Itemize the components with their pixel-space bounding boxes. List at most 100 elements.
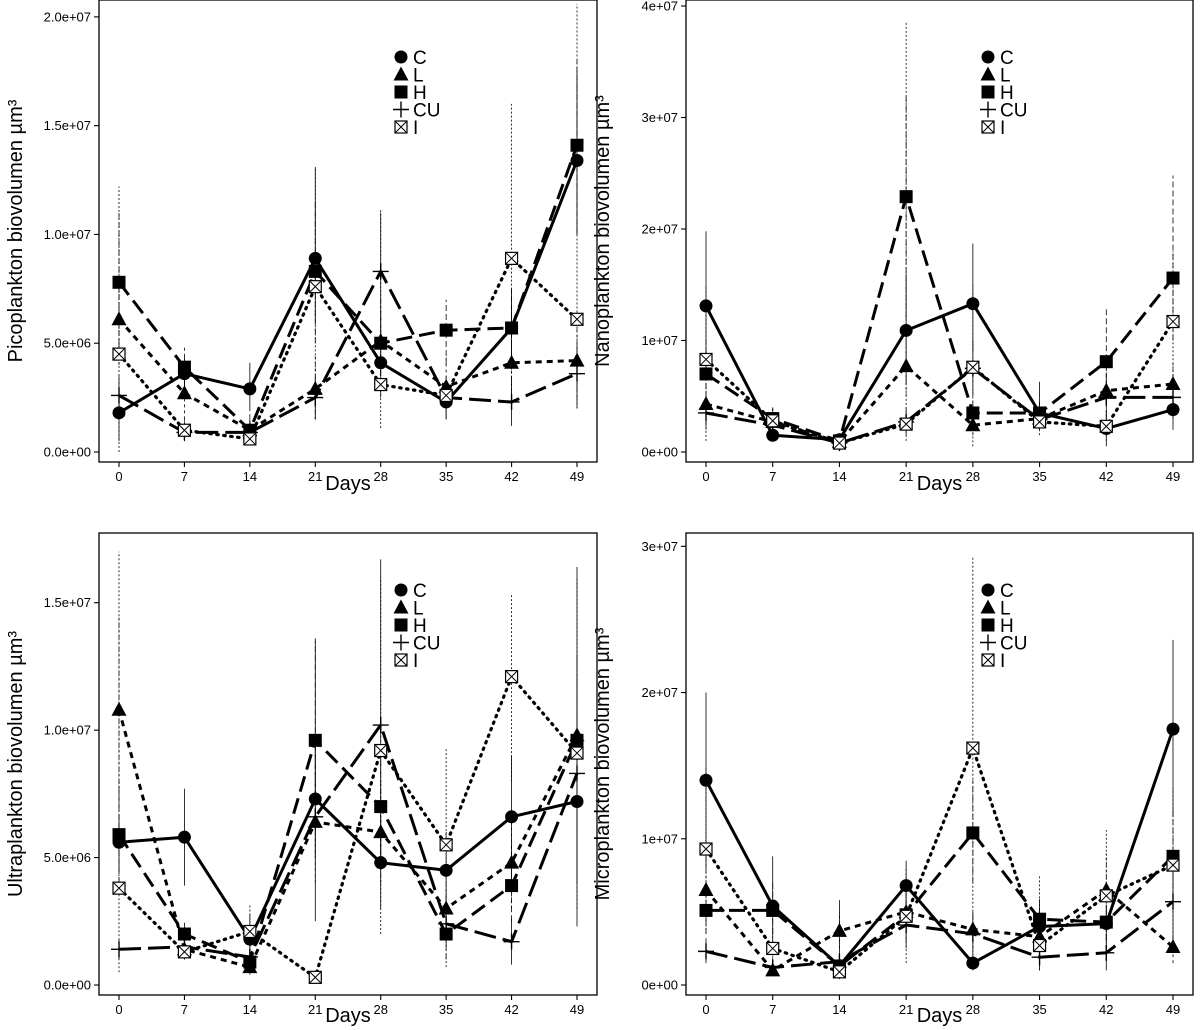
data-layer: [111, 3, 585, 452]
y-tick-label: 0e+00: [641, 978, 678, 993]
x-tick-label: 35: [1032, 469, 1046, 484]
x-tick-label: 7: [769, 469, 776, 484]
legend-label: L: [1000, 66, 1011, 87]
legend-key-CU: [393, 634, 409, 651]
chart-panel-1: 0.0e+00 5.0e+06 1.0e+07 1.5e+07 2.0e+07 0 7 14 2…: [5, 0, 598, 495]
y-tick-label: 1.5e+07: [44, 595, 91, 610]
data-point: [177, 423, 192, 437]
data-point: [1033, 912, 1047, 926]
legend-label: CU: [1000, 101, 1027, 122]
series-H: [112, 640, 584, 973]
x-tick-label: 7: [769, 1002, 776, 1017]
x-tick-label: 7: [181, 469, 188, 484]
y-axis-title: Nanoplankton biovolumen µm³: [592, 95, 614, 367]
x-axis-title: Days: [325, 473, 371, 495]
data-point: [570, 312, 584, 326]
data-point: [112, 347, 126, 361]
x-tick-label: 14: [243, 1002, 257, 1017]
series-line-I: [704, 746, 1175, 974]
series-line-CU: [118, 269, 578, 434]
data-point: [1032, 938, 1047, 953]
data-layer: [698, 556, 1181, 980]
data-layer: [111, 551, 585, 984]
y-tick-label: 2.0e+07: [44, 9, 91, 24]
legend-label: CU: [413, 101, 440, 122]
y-tick-label: 5.0e+06: [44, 336, 91, 351]
data-point: [966, 826, 980, 840]
data-point: [699, 299, 713, 313]
data-point: [1099, 889, 1113, 903]
series-C: [112, 679, 584, 960]
legend-key-C: [981, 583, 995, 597]
data-point: [176, 385, 192, 400]
data-point: [308, 264, 322, 278]
legend-key-L: [980, 599, 996, 614]
legend-label: C: [1000, 581, 1014, 602]
x-tick-label: 42: [1099, 469, 1113, 484]
x-tick-label: 42: [1099, 1002, 1113, 1017]
legend-key-CU: [980, 101, 996, 118]
data-point: [766, 903, 780, 917]
legend-label: C: [413, 48, 427, 69]
legend-key-C: [394, 583, 408, 597]
legend-key-H: [394, 85, 408, 99]
data-layer: [698, 22, 1181, 452]
data-point: [112, 881, 126, 895]
x-tick-label: 7: [181, 1002, 188, 1017]
data-point: [966, 741, 980, 755]
x-tick-label: 21: [899, 1002, 913, 1017]
legend-label: L: [1000, 599, 1011, 620]
y-tick-label: 2e+07: [641, 685, 678, 700]
x-tick-label: 0: [702, 1002, 709, 1017]
data-point: [832, 965, 847, 979]
data-point: [570, 746, 584, 760]
x-tick-label: 49: [570, 469, 584, 484]
data-point: [899, 417, 913, 431]
series-I: [699, 556, 1180, 980]
x-tick-label: 0: [115, 1002, 122, 1017]
data-point: [766, 414, 780, 428]
data-point: [243, 432, 257, 446]
y-axis-title: Ultraplankton biovolumen µm³: [5, 631, 27, 897]
series-L: [111, 615, 585, 975]
legend-label: H: [1000, 616, 1014, 637]
legend-key-I: [394, 653, 408, 667]
y-tick-label: 1.0e+07: [44, 227, 91, 242]
series-line-CU: [705, 900, 1174, 969]
data-point: [505, 879, 519, 893]
y-axis-title: Picoplankton biovolumen µm³: [5, 99, 27, 362]
data-point: [966, 297, 980, 311]
legend-key-L: [393, 66, 409, 81]
y-tick-label: 0.0e+00: [44, 978, 91, 993]
data-point: [1032, 415, 1047, 429]
legend-key-C: [394, 50, 408, 64]
x-tick-label: 35: [439, 469, 453, 484]
chart-panel-4: 0e+00 1e+07 2e+07 3e+07 0 7 14 21 28 35 42 49 Days Mi…: [592, 532, 1194, 1027]
legend-key-I: [981, 653, 995, 667]
legend-key-C: [981, 50, 995, 64]
data-point: [966, 360, 980, 374]
x-tick-label: 14: [243, 469, 257, 484]
y-tick-label: 0.0e+00: [44, 445, 91, 460]
x-tick-label: 21: [308, 469, 322, 484]
series-line-I: [704, 319, 1175, 445]
data-point: [1166, 722, 1180, 736]
series-I: [112, 551, 584, 984]
plot-frame: [98, 0, 598, 463]
y-tick-label: 2e+07: [641, 222, 678, 237]
y-tick-label: 1.0e+07: [44, 723, 91, 738]
y-axis-title: Microplankton biovolumen µm³: [592, 627, 614, 900]
y-tick-label: 3e+07: [641, 539, 678, 554]
data-point: [1166, 271, 1180, 285]
x-tick-label: 35: [1032, 1002, 1046, 1017]
data-point: [1166, 858, 1180, 872]
data-point: [439, 838, 453, 852]
legend-label: C: [1000, 48, 1014, 69]
y-tick-label: 1e+07: [641, 831, 678, 846]
legend-label: H: [413, 83, 427, 104]
legend-label: CU: [413, 634, 440, 655]
x-axis-title: Days: [325, 1005, 371, 1027]
